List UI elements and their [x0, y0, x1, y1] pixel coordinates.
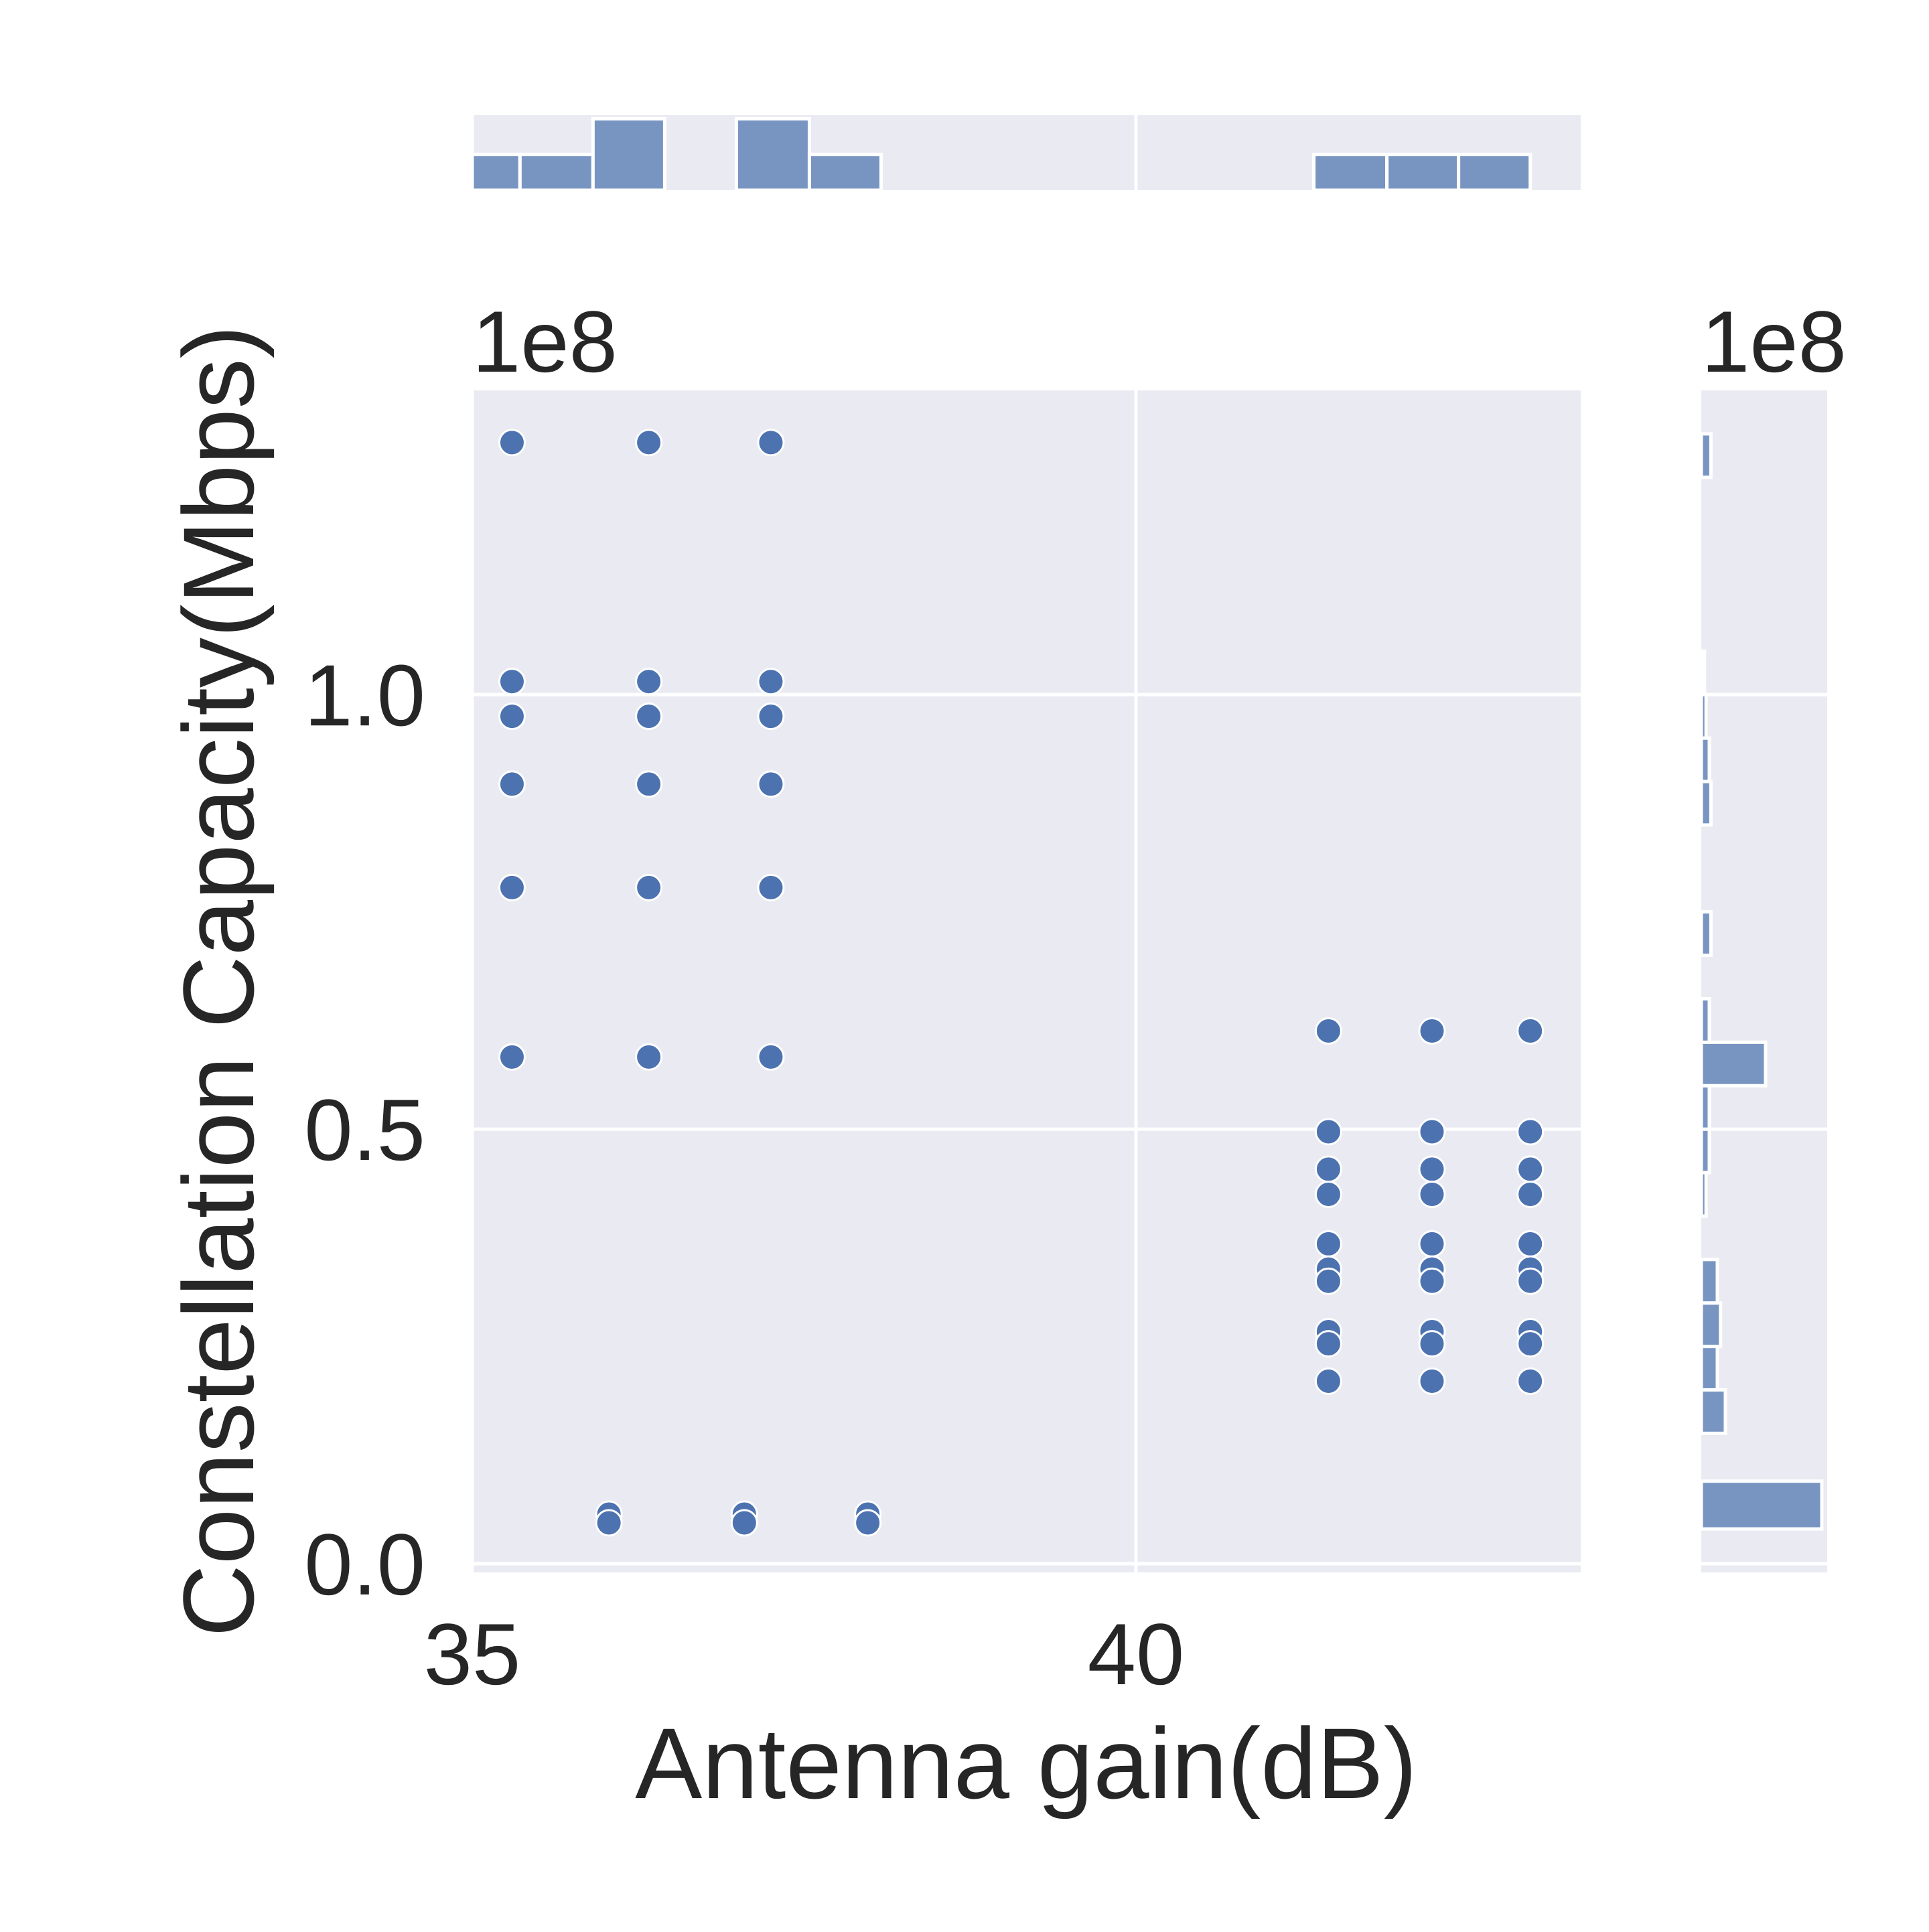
scatter-point [635, 770, 663, 798]
x-tick-label: 40 [1088, 1605, 1185, 1703]
top-histogram-bar [807, 153, 883, 192]
scatter-point [1516, 1180, 1545, 1208]
scatter-point [1516, 1230, 1545, 1258]
scatter-point [1314, 1118, 1342, 1146]
top-histogram-bar [518, 153, 595, 192]
scatter-point [1314, 1367, 1342, 1395]
y-tick-label: 0.5 [304, 1081, 425, 1179]
scatter-point [1314, 1267, 1342, 1295]
y-tick-label: 0.0 [304, 1515, 425, 1613]
right-marginal-histogram [1699, 432, 1824, 1531]
y-axis-label: Constellation Capacity(Mbps) [162, 325, 275, 1637]
scatter-point [635, 873, 663, 901]
scatter-point [854, 1509, 882, 1537]
right-histogram-bar [1699, 736, 1711, 784]
scatter-point [498, 702, 526, 731]
scatter-point [635, 702, 663, 731]
main-plot-panel [472, 390, 1581, 1572]
top-histogram-bar [1312, 153, 1389, 192]
y-tick-label: 1.0 [304, 646, 425, 744]
scatter-point [1314, 1180, 1342, 1208]
scatter-point [1418, 1267, 1446, 1295]
right-histogram-bar [1699, 1479, 1824, 1531]
right-histogram-bar [1699, 996, 1711, 1044]
scatter-point [1516, 1330, 1545, 1358]
top-histogram-bar [734, 117, 811, 192]
scatter-point [1516, 1367, 1545, 1395]
top-histogram-bar [1385, 153, 1461, 192]
scatter-point [730, 1509, 758, 1537]
right-histogram-bar [1699, 779, 1713, 827]
scatter-point [1418, 1230, 1446, 1258]
right-marginal-panel [1701, 390, 1827, 1572]
right-histogram-bar [1699, 1171, 1708, 1218]
grid-lines [470, 115, 1827, 1572]
scatter-point [1516, 1267, 1545, 1295]
scatter-point [498, 873, 526, 901]
right-histogram-bar [1699, 692, 1708, 740]
right-histogram-bar [1699, 432, 1713, 479]
scatter-point [1516, 1017, 1545, 1045]
scatter-point [498, 668, 526, 696]
scatter-point [1516, 1155, 1545, 1183]
scatter-point [757, 1043, 785, 1071]
scatter-point [1314, 1017, 1342, 1045]
right-histogram-bar [1699, 1345, 1719, 1392]
scatter-point [757, 668, 785, 696]
scatter-point [595, 1509, 623, 1537]
top-marginal-histogram [470, 117, 1532, 192]
scatter-point [1418, 1017, 1446, 1045]
scatter-point [498, 1043, 526, 1071]
top-histogram-bar [591, 117, 666, 192]
scatter-point [757, 873, 785, 901]
right-histogram-bar [1699, 1301, 1723, 1349]
right-histogram-bar [1699, 1388, 1727, 1435]
y-offset-label: 1e8 [472, 293, 618, 390]
x-axis-label: Antenna gain(dB) [635, 1707, 1417, 1819]
top-histogram-bar [1457, 153, 1532, 192]
scatter-point [1418, 1330, 1446, 1358]
right-histogram-bar [1699, 1258, 1719, 1305]
scatter-point [1314, 1155, 1342, 1183]
right-histogram-bar [1699, 910, 1713, 958]
x-tick-label: 35 [424, 1605, 521, 1703]
right-marginal-offset-label: 1e8 [1701, 293, 1847, 390]
scatter-point [1418, 1118, 1446, 1146]
scatter-point [635, 1043, 663, 1071]
scatter-point [498, 770, 526, 798]
scatter-point [1314, 1330, 1342, 1358]
top-histogram-bar [470, 153, 522, 192]
right-histogram-bar [1699, 1084, 1711, 1131]
scatter-point [757, 702, 785, 731]
scatter-points [498, 429, 1545, 1537]
tick-labels: 35 40 0.0 0.5 1.0 [304, 646, 1184, 1703]
scatter-point [635, 429, 663, 457]
scatter-point [635, 668, 663, 696]
scatter-point [1418, 1180, 1446, 1208]
right-histogram-bar [1699, 649, 1707, 696]
scatter-point [1314, 1230, 1342, 1258]
right-histogram-bar [1699, 1127, 1711, 1175]
scatter-point [1418, 1155, 1446, 1183]
scatter-point [757, 770, 785, 798]
scatter-point [1418, 1367, 1446, 1395]
scatter-point [1516, 1118, 1545, 1146]
right-histogram-bar [1699, 1040, 1768, 1088]
scatter-point [498, 429, 526, 457]
scatter-point [757, 429, 785, 457]
